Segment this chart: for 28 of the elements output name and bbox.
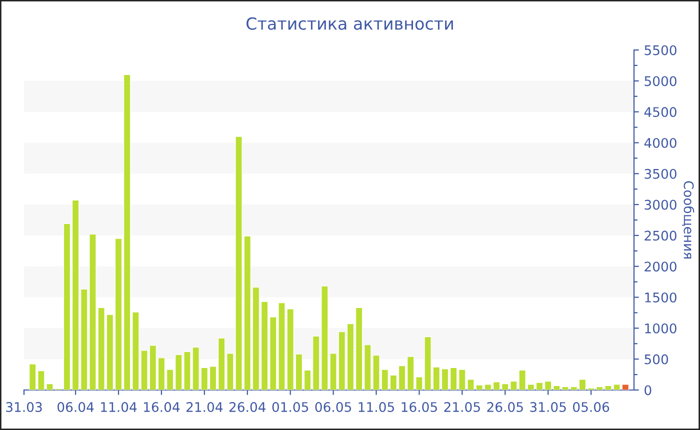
y-tick-label: 4500 <box>644 107 676 118</box>
x-tick-label: 26.04 <box>229 402 266 412</box>
x-tick-label: 11.05 <box>358 402 394 412</box>
x-tick-label: 31.03 <box>6 402 42 412</box>
x-tick-label: 11.04 <box>101 402 137 412</box>
y-tick-label: 3500 <box>644 168 676 179</box>
x-tick-label: 16.05 <box>402 402 437 412</box>
x-tick-label: 16.04 <box>144 402 180 412</box>
y-tick-label: 4000 <box>644 138 676 148</box>
x-tick-label: 21.05 <box>444 402 480 412</box>
y-tick-label: 500 <box>644 354 668 364</box>
y-tick-label: 2500 <box>644 230 676 241</box>
y-tick-label: 3000 <box>644 200 676 210</box>
y-axis-title: Сообщения <box>682 181 694 258</box>
y-tick-label: 1500 <box>645 292 676 302</box>
x-tick-label: 06.04 <box>58 402 94 412</box>
x-tick-label: 21.04 <box>186 402 223 412</box>
x-tick-label: 01.05 <box>272 402 308 412</box>
x-tick-label: 06.05 <box>315 402 352 412</box>
y-tick-label: 1000 <box>645 323 676 334</box>
x-tick-label: 31.05 <box>530 402 566 412</box>
y-tick-label: 2000 <box>644 262 676 272</box>
x-tick-label: 05.06 <box>573 402 610 412</box>
y-tick-label: 0 <box>644 385 652 396</box>
y-tick-label: 5500 <box>644 45 676 56</box>
x-tick-label: 26.05 <box>487 402 523 412</box>
chart-title: Статистика активности <box>246 17 453 30</box>
y-tick-label: 5000 <box>644 76 676 86</box>
